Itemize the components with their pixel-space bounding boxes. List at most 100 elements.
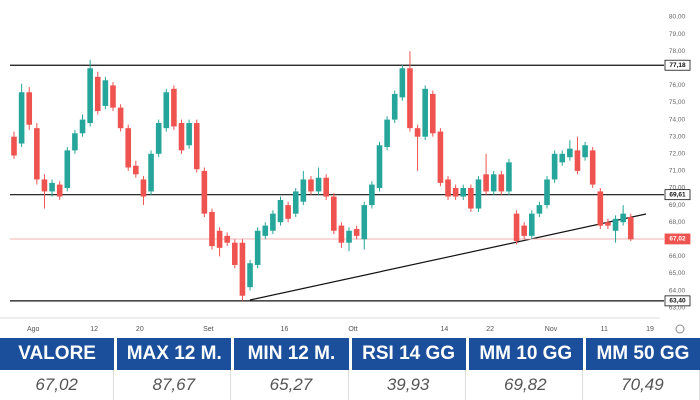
table-cell: 69,82: [469, 370, 583, 400]
chart: 80,00 79,00 78,00 76,00 75,00 74,00 73,00 72,00…: [0, 14, 691, 334]
candle-body: [475, 179, 482, 209]
candle-body: [582, 145, 588, 158]
level-label: 63,40: [669, 298, 686, 305]
trend-line: [249, 213, 647, 301]
table-header: RSI 14 GG: [351, 338, 466, 370]
candle-body: [155, 123, 162, 154]
x-tick-label: 22: [486, 326, 494, 333]
candle-body: [460, 188, 467, 197]
candle-body: [110, 85, 116, 108]
y-tick-label: 66,00: [669, 253, 686, 260]
candle-body: [567, 148, 573, 158]
candle-body: [133, 165, 139, 175]
candle-body: [331, 196, 337, 231]
candle-body: [18, 92, 25, 144]
candle-body: [597, 191, 604, 226]
candle-body: [612, 218, 619, 231]
level-label: 67,02: [669, 236, 686, 243]
table-header: MM 10 GG: [468, 338, 583, 370]
candle-body: [589, 150, 596, 185]
candle-body: [125, 128, 132, 168]
y-tick-label: 74,00: [669, 116, 686, 123]
candle-body: [544, 179, 550, 206]
level-label-box: [664, 189, 691, 201]
candle-body: [72, 133, 78, 151]
table-header: MM 50 GG: [585, 338, 700, 370]
candle-body: [414, 128, 421, 137]
candle-body: [292, 191, 299, 214]
y-tick-label: 68,00: [669, 219, 686, 226]
y-tick-label: 65,00: [669, 270, 686, 277]
candle-body: [216, 230, 223, 248]
y-tick-label: 78,00: [669, 48, 686, 55]
candle-body: [201, 170, 208, 214]
candle-body: [102, 80, 109, 106]
candle-body: [346, 230, 352, 243]
candle-body: [94, 76, 101, 112]
candle-body: [437, 131, 444, 183]
y-tick-label: 73,00: [669, 133, 686, 140]
x-tick-label: 16: [281, 326, 289, 333]
candle-body: [338, 225, 345, 243]
candle-body: [498, 174, 505, 192]
x-tick-label: Ago: [27, 326, 40, 333]
candle-body: [193, 123, 200, 170]
candle-body: [247, 263, 253, 288]
candle-body: [26, 92, 33, 125]
data-table: VALORE MAX 12 M. MIN 12 M. RSI 14 GG MM 10 G…: [0, 338, 700, 400]
x-tick-label: 11: [601, 326, 608, 333]
candle-body: [468, 188, 474, 209]
candle-body: [262, 225, 269, 236]
candle-body: [117, 107, 124, 129]
y-tick-label: 75,00: [669, 99, 686, 106]
candle-body: [163, 92, 170, 129]
x-tick-label: 20: [136, 326, 144, 333]
candle-body: [536, 205, 543, 214]
candle-body: [171, 88, 177, 127]
candle-body: [361, 205, 368, 240]
table-cell: 67,02: [0, 370, 115, 400]
candle-body: [209, 211, 215, 247]
candle-body: [445, 179, 451, 197]
x-tick-label: 12: [90, 326, 98, 333]
level-label-box: [664, 59, 691, 71]
candle-body: [56, 184, 63, 197]
candle-body: [490, 174, 497, 192]
y-tick-label: 70,00: [669, 185, 686, 192]
x-tick-label: Ott: [348, 326, 357, 333]
candle-body: [232, 242, 238, 265]
header-row: VALORE MAX 12 M. MIN 12 M. RSI 14 GG MM 10 G…: [0, 338, 700, 370]
candle-body: [79, 119, 86, 134]
table-cell: 39,93: [352, 370, 466, 400]
candle-body: [87, 68, 93, 124]
x-tick-label: Nov: [545, 326, 558, 333]
level-label: 69,61: [669, 191, 686, 198]
settings-icon[interactable]: [675, 324, 685, 334]
candle-body: [239, 242, 246, 296]
candle-body: [620, 213, 626, 223]
candle-body: [49, 182, 55, 192]
candle-body: [186, 123, 192, 146]
candle-body: [521, 225, 527, 236]
y-tick-label: 76,00: [669, 82, 686, 89]
candle-body: [178, 123, 185, 151]
candle-body: [483, 174, 489, 192]
candle-body: [353, 229, 360, 236]
candle-body: [11, 136, 17, 156]
candle-body: [429, 93, 436, 134]
x-tick-label: 14: [441, 326, 449, 333]
y-tick-label: 71,00: [669, 168, 686, 175]
candle-body: [64, 150, 71, 188]
candle-body: [384, 119, 390, 147]
candle-body: [140, 179, 147, 197]
candle-body: [41, 179, 48, 192]
candle-body: [34, 128, 40, 180]
candle-body: [254, 230, 261, 265]
candle-body: [277, 199, 284, 223]
y-tick-label: 69,00: [669, 202, 686, 209]
candle-body: [148, 153, 154, 192]
y-tick-label: 79,00: [669, 31, 686, 38]
candle-body: [224, 235, 231, 243]
candle-body: [369, 184, 375, 206]
candle-body: [285, 205, 291, 219]
